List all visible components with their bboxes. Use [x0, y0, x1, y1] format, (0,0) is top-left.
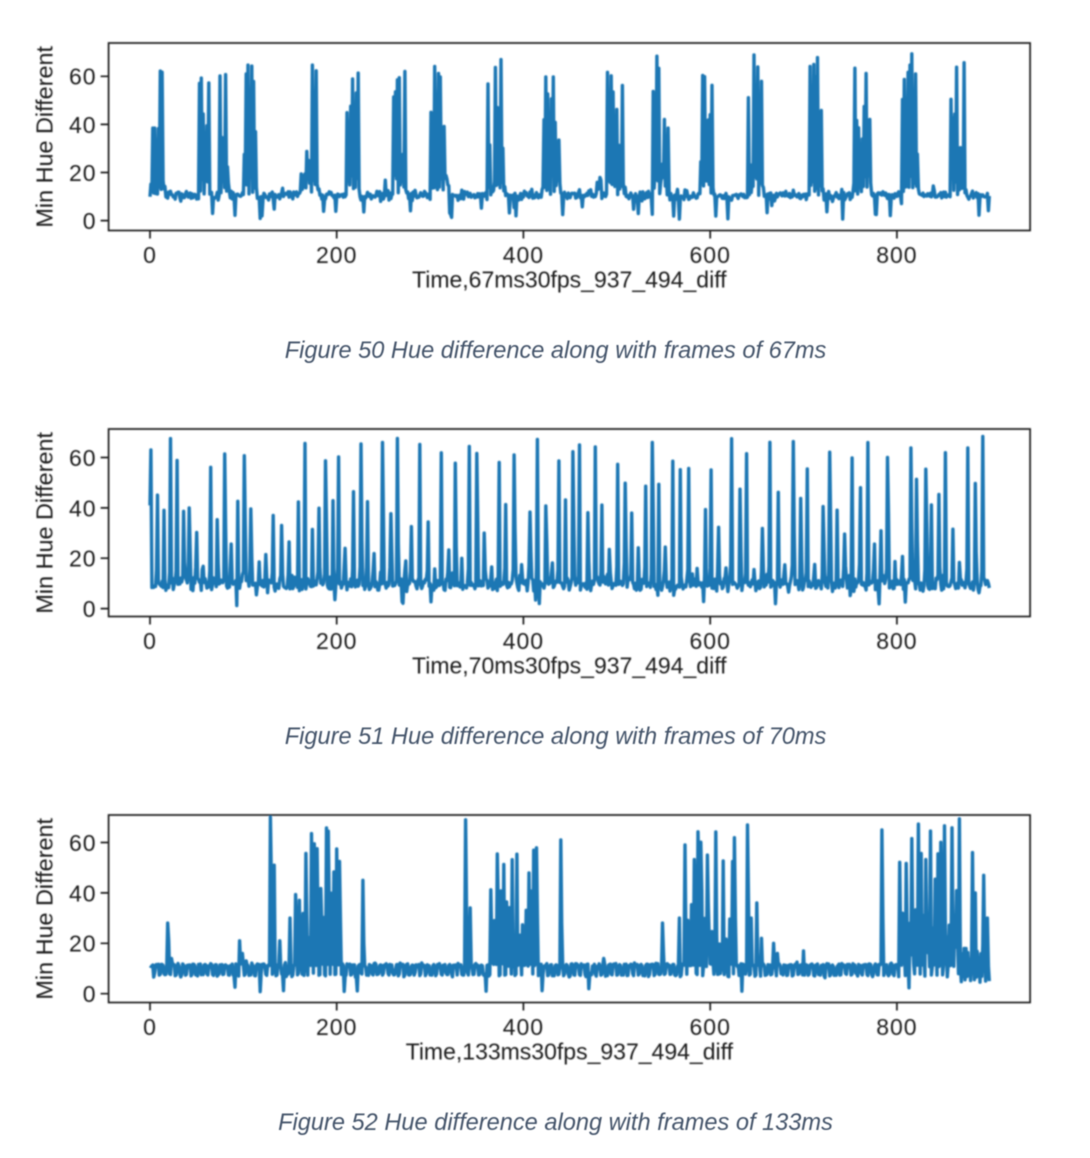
svg-text:40: 40	[69, 880, 97, 906]
svg-text:600: 600	[690, 628, 731, 654]
svg-text:400: 400	[503, 242, 544, 268]
svg-text:60: 60	[69, 830, 97, 856]
svg-text:Time,70ms30fps_937_494_diff: Time,70ms30fps_937_494_diff	[412, 653, 727, 679]
svg-text:0: 0	[143, 1014, 157, 1040]
svg-text:Min Hue Different: Min Hue Different	[32, 46, 58, 228]
svg-text:600: 600	[690, 1014, 731, 1040]
svg-text:Min Hue Different: Min Hue Different	[32, 818, 58, 1000]
svg-text:800: 800	[876, 628, 917, 654]
svg-text:40: 40	[69, 495, 97, 521]
svg-text:0: 0	[83, 981, 97, 1007]
svg-text:60: 60	[69, 64, 97, 90]
svg-text:20: 20	[69, 546, 97, 572]
svg-text:0: 0	[83, 596, 97, 622]
svg-text:200: 200	[316, 1014, 357, 1040]
svg-text:Min Hue Different: Min Hue Different	[32, 432, 58, 614]
svg-text:Time,133ms30fps_937_494_diff: Time,133ms30fps_937_494_diff	[406, 1039, 734, 1065]
svg-text:40: 40	[69, 112, 97, 138]
svg-text:Time,67ms30fps_937_494_diff: Time,67ms30fps_937_494_diff	[412, 267, 727, 293]
svg-text:200: 200	[316, 242, 357, 268]
svg-text:0: 0	[83, 208, 97, 234]
svg-text:60: 60	[69, 445, 97, 471]
svg-text:800: 800	[876, 1014, 917, 1040]
svg-text:0: 0	[143, 628, 157, 654]
svg-text:600: 600	[690, 242, 731, 268]
svg-text:400: 400	[503, 628, 544, 654]
svg-text:800: 800	[876, 242, 917, 268]
svg-text:20: 20	[69, 931, 97, 957]
svg-text:0: 0	[143, 242, 157, 268]
svg-text:20: 20	[69, 160, 97, 186]
svg-text:400: 400	[503, 1014, 544, 1040]
svg-text:200: 200	[316, 628, 357, 654]
